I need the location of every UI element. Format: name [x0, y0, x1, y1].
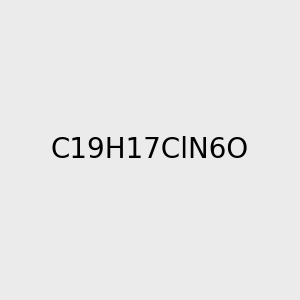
Text: C19H17ClN6O: C19H17ClN6O — [51, 136, 249, 164]
